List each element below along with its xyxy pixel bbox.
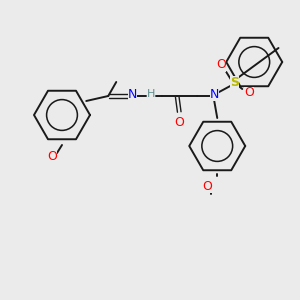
Text: O: O bbox=[174, 116, 184, 128]
Text: O: O bbox=[216, 58, 226, 71]
Text: O: O bbox=[202, 179, 212, 193]
Text: N: N bbox=[128, 88, 137, 101]
Text: S: S bbox=[230, 76, 239, 88]
Text: H: H bbox=[147, 89, 155, 99]
Text: N: N bbox=[210, 88, 219, 100]
Text: O: O bbox=[244, 86, 254, 100]
Text: O: O bbox=[47, 151, 57, 164]
